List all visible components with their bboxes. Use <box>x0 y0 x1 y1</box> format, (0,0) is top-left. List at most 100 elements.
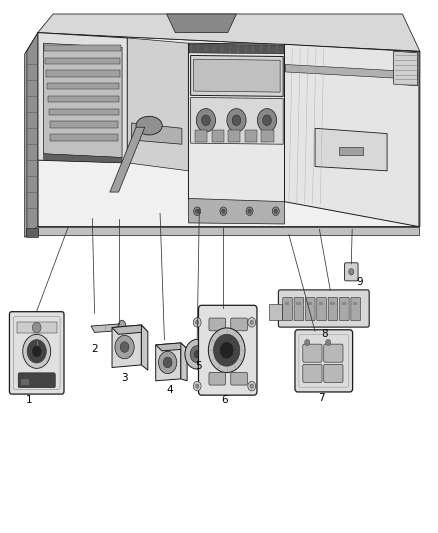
Circle shape <box>220 207 227 215</box>
Bar <box>342 302 346 305</box>
Bar <box>21 379 29 384</box>
Polygon shape <box>46 70 120 77</box>
Polygon shape <box>155 343 187 351</box>
Circle shape <box>222 209 225 213</box>
Bar <box>319 302 323 305</box>
Bar <box>245 130 257 142</box>
FancyBboxPatch shape <box>209 318 226 331</box>
Circle shape <box>185 340 209 369</box>
FancyBboxPatch shape <box>231 372 247 385</box>
Polygon shape <box>47 83 120 90</box>
FancyBboxPatch shape <box>279 290 369 327</box>
Polygon shape <box>44 45 121 51</box>
Circle shape <box>159 351 177 374</box>
FancyBboxPatch shape <box>328 297 338 321</box>
Circle shape <box>250 384 254 388</box>
Bar <box>26 228 38 237</box>
FancyBboxPatch shape <box>231 318 247 331</box>
FancyBboxPatch shape <box>303 344 322 362</box>
Circle shape <box>23 334 51 368</box>
FancyBboxPatch shape <box>10 312 64 394</box>
Circle shape <box>115 335 134 359</box>
Circle shape <box>201 115 210 126</box>
Circle shape <box>263 115 272 126</box>
Circle shape <box>163 357 172 368</box>
Polygon shape <box>91 324 123 333</box>
Polygon shape <box>285 44 419 227</box>
FancyBboxPatch shape <box>345 263 358 281</box>
Polygon shape <box>43 154 122 163</box>
Polygon shape <box>166 14 237 33</box>
Bar <box>195 130 207 142</box>
Text: 2: 2 <box>91 344 98 354</box>
Circle shape <box>194 351 200 358</box>
FancyBboxPatch shape <box>305 297 315 321</box>
Circle shape <box>248 209 251 213</box>
Circle shape <box>232 115 241 126</box>
Polygon shape <box>286 64 418 79</box>
Circle shape <box>349 269 354 275</box>
Polygon shape <box>188 198 285 224</box>
Circle shape <box>227 109 246 132</box>
Polygon shape <box>189 44 284 54</box>
Text: 7: 7 <box>318 393 325 403</box>
Circle shape <box>304 340 310 346</box>
Text: 4: 4 <box>167 385 173 395</box>
Circle shape <box>120 342 129 352</box>
Circle shape <box>248 318 256 327</box>
Polygon shape <box>110 127 145 192</box>
Circle shape <box>193 381 201 391</box>
Bar <box>353 302 357 305</box>
FancyBboxPatch shape <box>324 365 343 382</box>
Polygon shape <box>191 98 283 144</box>
Circle shape <box>325 340 331 346</box>
Polygon shape <box>49 122 118 128</box>
Circle shape <box>27 340 46 363</box>
FancyBboxPatch shape <box>294 297 304 321</box>
Circle shape <box>195 209 199 213</box>
Polygon shape <box>49 109 119 115</box>
Polygon shape <box>132 123 182 144</box>
Circle shape <box>272 207 279 215</box>
Circle shape <box>258 109 277 132</box>
Polygon shape <box>45 58 120 64</box>
Text: 3: 3 <box>121 373 127 383</box>
FancyBboxPatch shape <box>18 373 55 387</box>
Circle shape <box>190 346 204 363</box>
Text: 6: 6 <box>221 395 228 406</box>
FancyBboxPatch shape <box>324 344 343 362</box>
Circle shape <box>274 209 278 213</box>
Bar <box>296 302 300 305</box>
FancyBboxPatch shape <box>339 297 349 321</box>
Bar <box>285 302 289 305</box>
Polygon shape <box>25 33 38 237</box>
Polygon shape <box>191 55 283 96</box>
Bar <box>339 147 363 155</box>
Bar <box>17 322 57 333</box>
Polygon shape <box>155 343 181 381</box>
Circle shape <box>214 334 240 366</box>
Polygon shape <box>38 14 420 51</box>
Text: 9: 9 <box>357 278 364 287</box>
Bar <box>330 302 335 305</box>
Polygon shape <box>50 134 118 141</box>
Polygon shape <box>38 33 127 163</box>
Ellipse shape <box>136 116 162 135</box>
Polygon shape <box>394 51 418 86</box>
Polygon shape <box>38 33 420 227</box>
Circle shape <box>194 207 201 215</box>
Polygon shape <box>27 33 38 235</box>
Polygon shape <box>127 38 188 171</box>
Circle shape <box>208 328 245 373</box>
Circle shape <box>195 320 199 325</box>
Bar <box>228 130 240 142</box>
Polygon shape <box>194 59 280 92</box>
Polygon shape <box>43 43 122 158</box>
Polygon shape <box>141 325 148 370</box>
Circle shape <box>32 322 41 333</box>
Circle shape <box>195 384 199 388</box>
Bar <box>261 130 274 142</box>
Circle shape <box>32 346 41 357</box>
FancyBboxPatch shape <box>303 365 322 382</box>
Bar <box>269 304 283 320</box>
